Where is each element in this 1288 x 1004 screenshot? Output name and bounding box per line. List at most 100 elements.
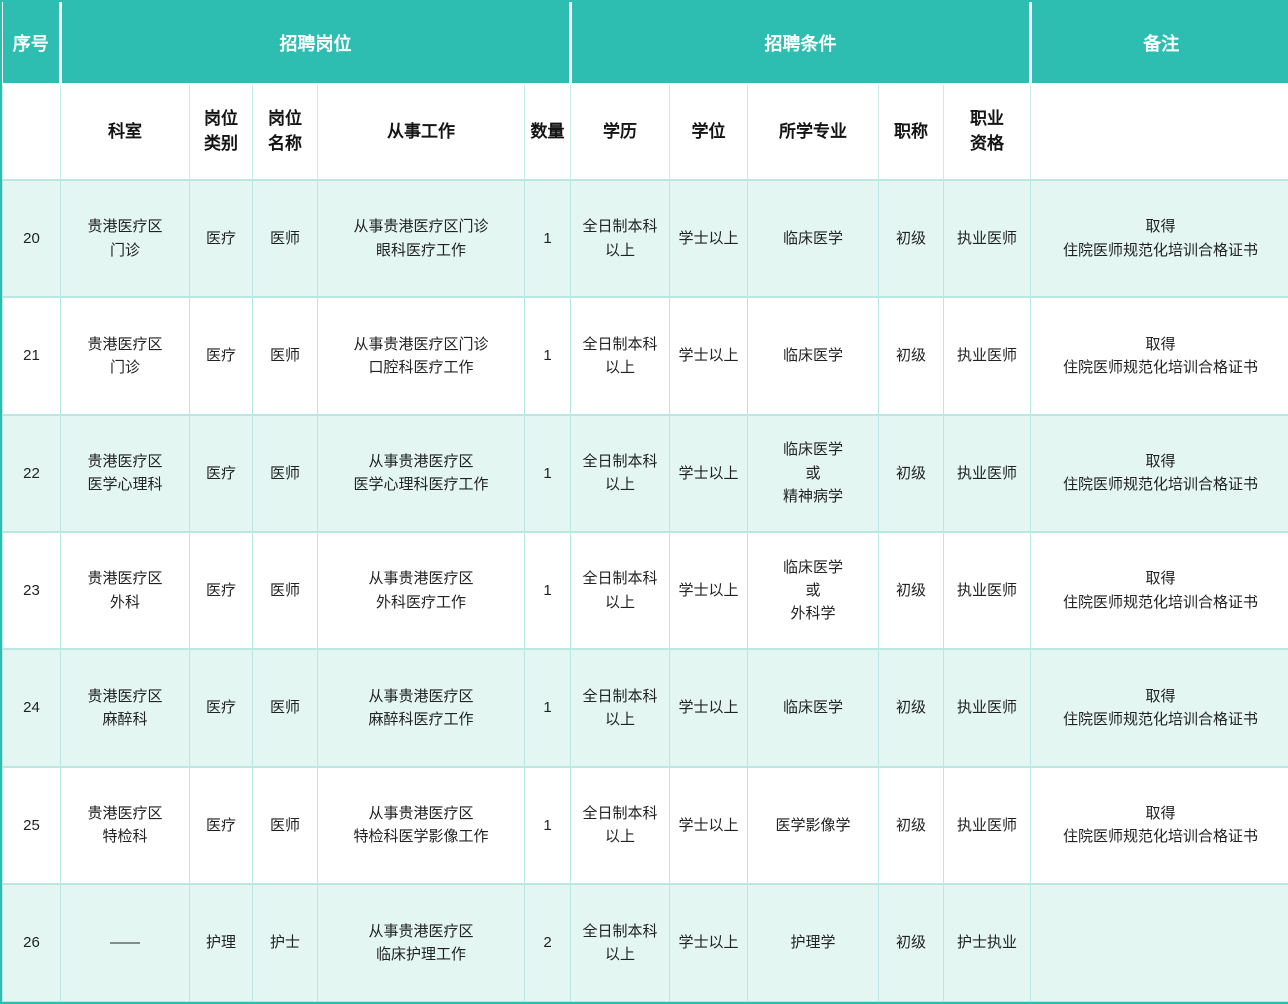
table-cell: 执业医师 <box>943 178 1031 298</box>
table-cell: 初级 <box>878 765 944 885</box>
table-cell: 全日制本科 以上 <box>570 296 670 416</box>
table-cell: 全日制本科 以上 <box>570 648 670 768</box>
table-cell: 学士以上 <box>669 648 748 768</box>
table-cell: 学士以上 <box>669 296 748 416</box>
header-remarks: 备注 <box>1029 2 1288 85</box>
table-cell: 从事贵港医疗区门诊 口腔科医疗工作 <box>317 296 525 416</box>
table-cell: 初级 <box>878 296 944 416</box>
table-cell: 护理学 <box>747 883 879 1003</box>
table-cell: 医疗 <box>189 178 253 298</box>
table-cell: 全日制本科 以上 <box>570 883 670 1003</box>
subheader-professional-qualification: 职业 资格 <box>943 84 1031 181</box>
table-cell: 取得 住院医师规范化培训合格证书 <box>1030 178 1288 298</box>
table-cell: 从事贵港医疗区 医学心理科医疗工作 <box>317 413 525 533</box>
header-recruitment-conditions-group: 招聘条件 <box>569 2 1031 85</box>
table-cell: 医疗 <box>189 296 253 416</box>
table-cell: 全日制本科 以上 <box>570 178 670 298</box>
table-cell: 1 <box>524 296 571 416</box>
table-cell: 从事贵港医疗区门诊 眼科医疗工作 <box>317 178 525 298</box>
table-cell: 医疗 <box>189 648 253 768</box>
table-body: 20 贵港医疗区 门诊 医疗 医师 从事贵港医疗区门诊 眼科医疗工作 1 全日制本科 以上学… <box>2 178 1288 1003</box>
table-cell: 取得 住院医师规范化培训合格证书 <box>1030 648 1288 768</box>
table-cell: 1 <box>524 648 571 768</box>
table-cell: 21 <box>2 296 61 416</box>
subheader-empty-serial <box>2 84 61 181</box>
subheader-major: 所学专业 <box>747 84 879 181</box>
table-cell: 护理 <box>189 883 253 1003</box>
table-cell: 全日制本科 以上 <box>570 531 670 650</box>
table-cell: 医师 <box>252 531 318 650</box>
table-cell: 取得 住院医师规范化培训合格证书 <box>1030 296 1288 416</box>
table-cell: 24 <box>2 648 61 768</box>
table-cell: 从事贵港医疗区 特检科医学影像工作 <box>317 765 525 885</box>
header-columns-row: 科室 岗位 类别 岗位 名称 从事工作 数量 学历 学位 所学专业 职称 职业 … <box>2 84 1288 181</box>
table-cell: 贵港医疗区 医学心理科 <box>60 413 190 533</box>
table-cell: 医师 <box>252 648 318 768</box>
subheader-work-duties: 从事工作 <box>317 84 525 181</box>
table-cell: 从事贵港医疗区 麻醉科医疗工作 <box>317 648 525 768</box>
table-row: 23 贵港医疗区 外科 医疗 医师 从事贵港医疗区 外科医疗工作 1 全日制本科 以上 学士以… <box>2 531 1288 650</box>
table-cell: 临床医学 <box>747 296 879 416</box>
table-cell: 初级 <box>878 883 944 1003</box>
table-cell: 贵港医疗区 麻醉科 <box>60 648 190 768</box>
table-cell: 执业医师 <box>943 765 1031 885</box>
header-serial-number: 序号 <box>2 2 61 85</box>
table-cell: 临床医学 或 外科学 <box>747 531 879 650</box>
subheader-degree: 学位 <box>669 84 748 181</box>
table-cell: 1 <box>524 178 571 298</box>
table-cell: 1 <box>524 765 571 885</box>
table-cell: 医疗 <box>189 765 253 885</box>
table-cell: 执业医师 <box>943 531 1031 650</box>
table-cell: 医师 <box>252 413 318 533</box>
table-cell: 初级 <box>878 648 944 768</box>
table-cell: 贵港医疗区 特检科 <box>60 765 190 885</box>
table-cell: 1 <box>524 531 571 650</box>
table-cell: 初级 <box>878 413 944 533</box>
header-group-row: 序号 招聘岗位 招聘条件 备注 <box>2 2 1288 85</box>
table-cell: 23 <box>2 531 61 650</box>
table-cell: 20 <box>2 178 61 298</box>
table-cell: 初级 <box>878 178 944 298</box>
table-cell: 医师 <box>252 296 318 416</box>
table-cell: 临床医学 <box>747 178 879 298</box>
table-cell: 全日制本科 以上 <box>570 765 670 885</box>
table-cell: 贵港医疗区 门诊 <box>60 296 190 416</box>
table-cell: 贵港医疗区 外科 <box>60 531 190 650</box>
table-cell: 医疗 <box>189 531 253 650</box>
table-row: 22 贵港医疗区 医学心理科 医疗 医师 从事贵港医疗区 医学心理科医疗工作 1 全日制本科… <box>2 413 1288 533</box>
table-cell: 22 <box>2 413 61 533</box>
table-row: 25 贵港医疗区 特检科 医疗 医师 从事贵港医疗区 特检科医学影像工作 1 全日制本科 以… <box>2 765 1288 885</box>
table-row: 24 贵港医疗区 麻醉科 医疗 医师 从事贵港医疗区 麻醉科医疗工作 1 全日制本科 以上学… <box>2 648 1288 768</box>
table-cell: 贵港医疗区 门诊 <box>60 178 190 298</box>
table-cell: 学士以上 <box>669 765 748 885</box>
subheader-education: 学历 <box>570 84 670 181</box>
table-cell: 临床医学 <box>747 648 879 768</box>
subheader-department: 科室 <box>60 84 190 181</box>
table-cell: 护士 <box>252 883 318 1003</box>
table-cell: 执业医师 <box>943 296 1031 416</box>
table-cell: 医师 <box>252 765 318 885</box>
header-recruitment-position-group: 招聘岗位 <box>59 2 571 85</box>
table-cell: 学士以上 <box>669 531 748 650</box>
table-cell: 取得 住院医师规范化培训合格证书 <box>1030 531 1288 650</box>
table-cell: 从事贵港医疗区 临床护理工作 <box>317 883 525 1003</box>
table-cell: 全日制本科 以上 <box>570 413 670 533</box>
table-cell: 1 <box>524 413 571 533</box>
table-cell: 学士以上 <box>669 883 748 1003</box>
table-cell: 2 <box>524 883 571 1003</box>
table-cell: 医疗 <box>189 413 253 533</box>
subheader-quantity: 数量 <box>524 84 571 181</box>
table-row: 21 贵港医疗区 门诊 医疗 医师 从事贵港医疗区门诊 口腔科医疗工作 1 全日制本科 以上… <box>2 296 1288 416</box>
table-cell: 取得 住院医师规范化培训合格证书 <box>1030 413 1288 533</box>
subheader-position-name: 岗位 名称 <box>252 84 318 181</box>
table-cell: 执业医师 <box>943 413 1031 533</box>
table-cell: —— <box>60 883 190 1003</box>
table-cell: 从事贵港医疗区 外科医疗工作 <box>317 531 525 650</box>
table-cell: 临床医学 或 精神病学 <box>747 413 879 533</box>
table-cell: 医师 <box>252 178 318 298</box>
subheader-position-category: 岗位 类别 <box>189 84 253 181</box>
subheader-title: 职称 <box>878 84 944 181</box>
table-cell: 学士以上 <box>669 178 748 298</box>
